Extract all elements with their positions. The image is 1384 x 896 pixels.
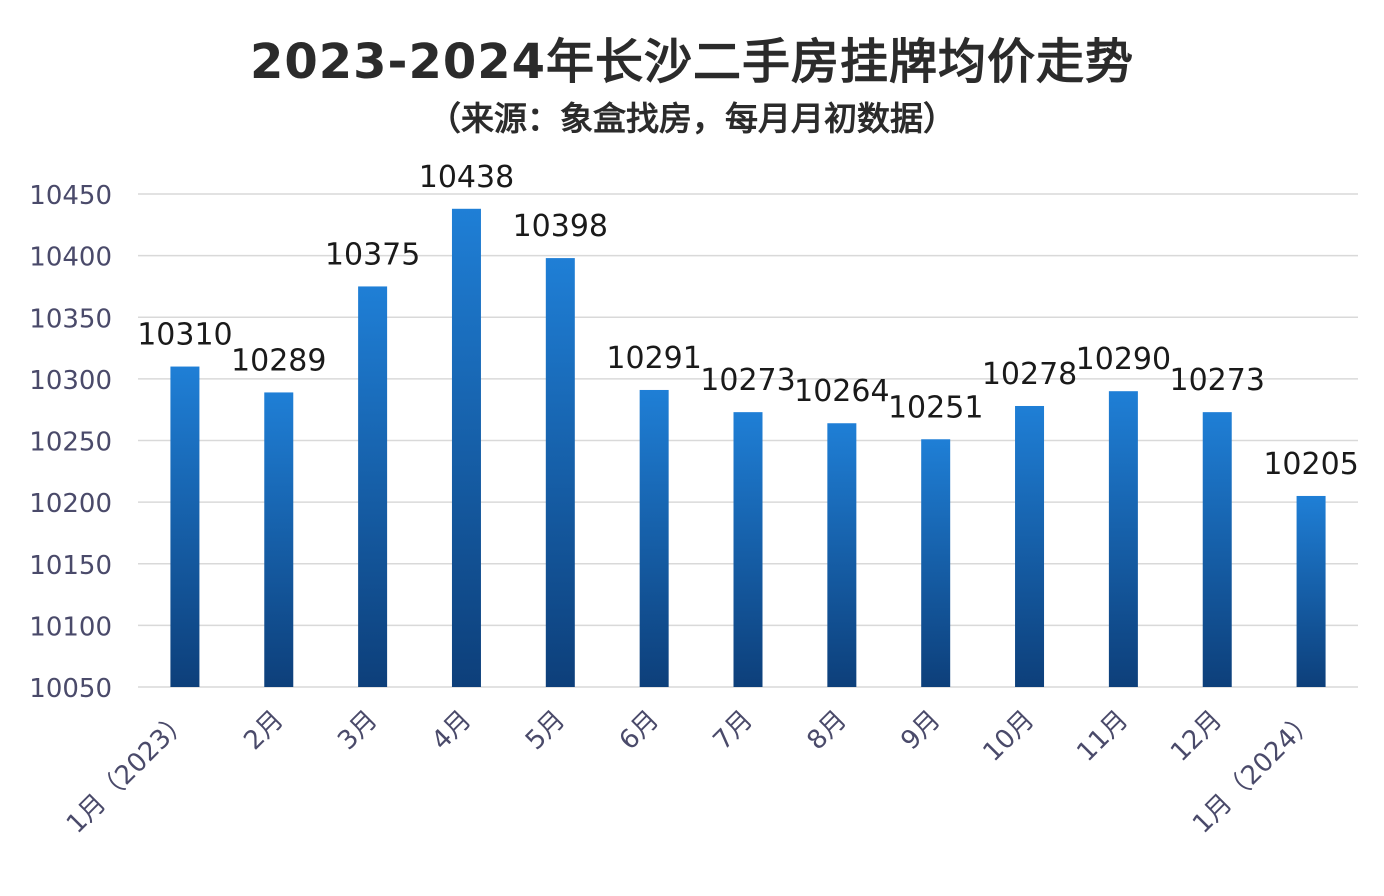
x-tick-label: 9月 xyxy=(895,705,946,756)
y-tick-label: 10100 xyxy=(29,612,112,642)
y-tick-label: 10400 xyxy=(29,243,112,273)
bar xyxy=(1015,405,1045,687)
x-tick-label: 2月 xyxy=(238,705,289,756)
y-tick-label: 10300 xyxy=(29,366,112,396)
x-tick-label: 11月 xyxy=(1071,705,1134,768)
bar xyxy=(827,423,857,687)
data-label: 10310 xyxy=(137,318,232,353)
bar xyxy=(545,258,575,687)
bar xyxy=(358,286,388,687)
y-tick-label: 10350 xyxy=(29,304,112,334)
data-label: 10278 xyxy=(982,357,1077,392)
x-tick-label: 6月 xyxy=(614,705,665,756)
chart-title: 2023-2024年长沙二手房挂牌均价走势 xyxy=(249,34,1135,90)
data-label: 10264 xyxy=(794,374,889,409)
data-label: 10273 xyxy=(700,363,795,398)
data-label: 10251 xyxy=(888,390,983,425)
bar xyxy=(1296,495,1326,687)
bar xyxy=(170,366,200,687)
data-label: 10375 xyxy=(325,237,420,272)
y-tick-label: 10450 xyxy=(29,181,112,211)
data-label: 10289 xyxy=(231,343,326,378)
bar xyxy=(733,412,763,687)
bar xyxy=(264,392,294,687)
x-tick-label: 5月 xyxy=(520,705,571,756)
x-tick-label: 1月（2023） xyxy=(61,705,196,840)
y-axis-ticks: 10050 10100 10150 10200 10250 10300 10350 10400… xyxy=(29,181,112,704)
x-tick-label: 8月 xyxy=(801,705,852,756)
x-tick-label: 7月 xyxy=(708,705,759,756)
bar xyxy=(451,208,481,688)
data-label: 10398 xyxy=(513,209,608,244)
y-tick-label: 10150 xyxy=(29,551,112,581)
chart-subtitle: （来源：象盒找房，每月月初数据） xyxy=(428,99,956,138)
data-label: 10438 xyxy=(419,160,514,195)
x-axis-ticks: 1月（2023） 2月 3月 4月 5月 6月 7月 8月 9月 10月 11月 12月1月（2024… xyxy=(61,705,1322,840)
x-tick-label: 10月 xyxy=(977,705,1040,768)
data-label: 10273 xyxy=(1170,363,1265,398)
data-label: 10205 xyxy=(1263,447,1358,482)
x-tick-label: 12月 xyxy=(1165,705,1228,768)
bar xyxy=(1202,412,1232,687)
bar xyxy=(1108,391,1138,687)
data-label: 10290 xyxy=(1076,342,1171,377)
y-tick-label: 10250 xyxy=(29,428,112,458)
y-tick-label: 10200 xyxy=(29,489,112,519)
data-label: 10291 xyxy=(606,341,701,376)
data-labels: 1031010289103751043810398102911027310264… xyxy=(137,160,1359,482)
y-tick-label: 10050 xyxy=(29,674,112,704)
bar xyxy=(639,389,669,687)
bar xyxy=(921,439,951,687)
x-tick-label: 4月 xyxy=(426,705,477,756)
bars xyxy=(170,208,1326,688)
x-tick-label: 3月 xyxy=(332,705,383,756)
